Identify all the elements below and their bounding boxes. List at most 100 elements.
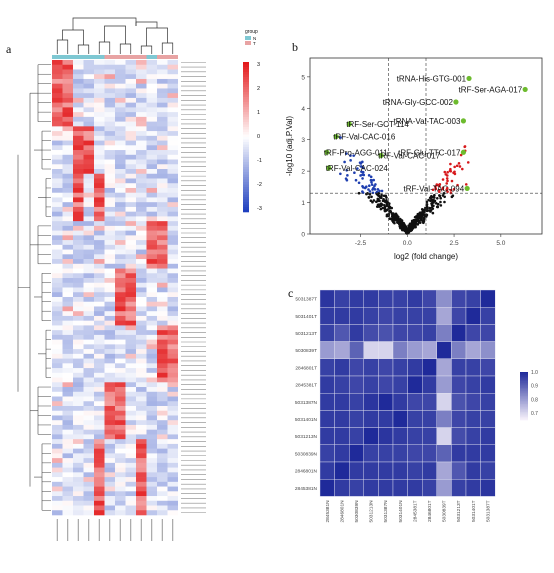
heatmap-cell bbox=[73, 387, 84, 393]
correlation-cell bbox=[451, 358, 467, 377]
heatmap-cell bbox=[146, 292, 157, 298]
heatmap-cell bbox=[115, 496, 126, 502]
colorbar-segment bbox=[243, 137, 249, 140]
heatmap-cell bbox=[136, 415, 147, 421]
column-dendrogram bbox=[135, 21, 158, 28]
heatmap-cell bbox=[157, 358, 168, 364]
heatmap-cell bbox=[125, 159, 136, 165]
heatmap-cell bbox=[136, 368, 147, 374]
group-cell bbox=[136, 55, 147, 59]
heatmap-cell bbox=[104, 458, 115, 464]
heatmap-cell bbox=[136, 173, 147, 179]
heatmap-cell bbox=[157, 477, 168, 483]
data-point bbox=[376, 187, 380, 191]
correlation-cell bbox=[480, 461, 496, 480]
heatmap-cell bbox=[115, 472, 126, 478]
heatmap-cell bbox=[167, 315, 178, 321]
heatmap-cell bbox=[146, 211, 157, 217]
colorbar-segment bbox=[520, 405, 528, 408]
heatmap-cell bbox=[125, 282, 136, 288]
data-point bbox=[404, 225, 408, 228]
data-point bbox=[361, 177, 364, 180]
correlation-cell bbox=[451, 307, 467, 325]
correlation-cell bbox=[363, 427, 379, 446]
heatmap-cell bbox=[115, 206, 126, 212]
colorbar-segment bbox=[243, 184, 249, 188]
heatmap-cell bbox=[52, 325, 63, 331]
heatmap-cell bbox=[52, 467, 63, 473]
heatmap-cell bbox=[125, 505, 136, 511]
heatmap-cell bbox=[146, 467, 157, 473]
data-point bbox=[378, 196, 382, 199]
heatmap-cell bbox=[146, 97, 157, 103]
heatmap-cell bbox=[125, 211, 136, 217]
colorbar-segment bbox=[520, 402, 528, 405]
heatmap-cell bbox=[136, 306, 147, 312]
heatmap-cell bbox=[136, 282, 147, 288]
heatmap-cell bbox=[94, 235, 105, 241]
data-point bbox=[446, 170, 449, 174]
heatmap-cell bbox=[115, 349, 126, 355]
y-axis-label: -log10 (adj.P.Val) bbox=[285, 116, 294, 177]
colorbar-segment bbox=[243, 97, 249, 100]
correlation-cell bbox=[363, 461, 379, 480]
heatmap-cell bbox=[157, 391, 168, 397]
heatmap-cell bbox=[104, 282, 115, 288]
heatmap-cell bbox=[52, 112, 63, 118]
heatmap-cell bbox=[157, 268, 168, 274]
heatmap-cell bbox=[125, 292, 136, 298]
heatmap-cell bbox=[83, 187, 94, 194]
heatmap-cell bbox=[94, 500, 105, 506]
data-point bbox=[361, 191, 365, 194]
correlation-cell bbox=[334, 307, 350, 325]
heatmap-cell bbox=[136, 273, 147, 279]
heatmap-cell bbox=[157, 372, 168, 378]
correlation-cell bbox=[407, 427, 423, 446]
data-point bbox=[345, 168, 348, 172]
heatmap-cell bbox=[94, 230, 105, 236]
heatmap-cell bbox=[146, 382, 157, 388]
data-point bbox=[461, 167, 464, 171]
heatmap-cell bbox=[115, 363, 126, 369]
y-tick-label: 2 bbox=[301, 169, 305, 176]
heatmap-cell bbox=[115, 311, 126, 317]
heatmap-cell bbox=[136, 510, 147, 516]
heatmap-cell bbox=[125, 320, 136, 326]
colorbar-segment bbox=[520, 396, 528, 398]
heatmap-cell bbox=[73, 135, 84, 141]
heatmap-cell bbox=[62, 363, 73, 369]
heatmap-cell bbox=[125, 97, 136, 103]
heatmap-cell bbox=[83, 192, 94, 198]
data-point bbox=[346, 174, 349, 177]
heatmap-cell bbox=[157, 64, 168, 70]
heatmap-cell bbox=[62, 178, 73, 184]
colorbar-segment bbox=[243, 104, 249, 108]
heatmap-cell bbox=[73, 429, 84, 435]
heatmap-cell bbox=[94, 244, 105, 250]
heatmap-cell bbox=[136, 150, 147, 156]
heatmap-cell bbox=[115, 64, 126, 70]
heatmap-cell bbox=[62, 330, 73, 336]
heatmap-cell bbox=[104, 363, 115, 369]
correlation-cell bbox=[348, 307, 364, 325]
correlation-cell bbox=[334, 375, 350, 394]
correlation-cell bbox=[465, 307, 481, 325]
heatmap-cell bbox=[136, 292, 147, 298]
data-point bbox=[443, 195, 446, 199]
correlation-cell bbox=[378, 461, 394, 480]
heatmap-cell bbox=[167, 278, 178, 284]
heatmap-cell bbox=[104, 349, 115, 355]
heatmap-cell bbox=[94, 320, 105, 326]
heatmap-cell bbox=[115, 505, 126, 511]
heatmap-cell bbox=[94, 69, 105, 75]
heatmap-cell bbox=[83, 159, 94, 165]
heatmap-cell bbox=[136, 301, 147, 307]
heatmap-cell bbox=[62, 211, 73, 217]
heatmap-cell bbox=[125, 363, 136, 369]
row-label: 5031213T bbox=[295, 331, 317, 337]
heatmap-cell bbox=[52, 97, 63, 103]
heatmap-cell bbox=[94, 429, 105, 435]
heatmap-cell bbox=[167, 349, 178, 355]
heatmap-cell bbox=[94, 330, 105, 336]
heatmap-cell bbox=[73, 225, 84, 231]
